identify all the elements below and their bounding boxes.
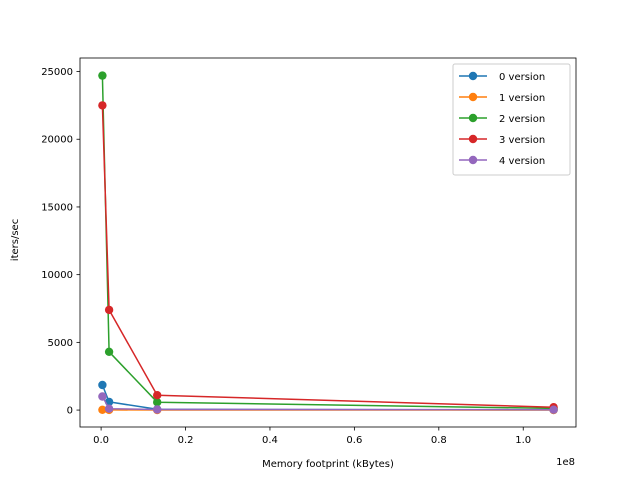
legend-swatch-marker (468, 113, 478, 123)
series-4-point (549, 405, 558, 414)
series-2-point (98, 71, 107, 80)
legend-label: 1 version (499, 93, 545, 104)
series-3-point (104, 305, 114, 315)
legend-swatch-marker (468, 71, 478, 81)
y-tick-label: 0 (67, 406, 73, 417)
legend-box (452, 63, 571, 176)
y-tick-label: 15000 (41, 202, 73, 213)
y-tick-label: 25000 (41, 67, 73, 78)
y-tick-label: 20000 (41, 135, 73, 146)
x-tick-label: 0.2 (178, 435, 194, 446)
legend: 0 version 1 version 2 version 3 version 4 ve… (452, 63, 571, 176)
x-axis-label: Memory footprint (kBytes) (262, 459, 394, 470)
x-tick-label: 0.0 (93, 435, 109, 446)
series-0-point (98, 380, 107, 390)
series-2-point (153, 398, 162, 407)
x-tick-label: 0.4 (262, 435, 278, 446)
series-3-point (153, 391, 162, 400)
y-tick-label: 10000 (41, 270, 73, 281)
y-axis-label: iters/sec (10, 219, 21, 261)
x-tick-label: 0.6 (346, 435, 362, 446)
legend-swatch-marker (468, 92, 478, 102)
legend-label: 2 version (499, 114, 545, 125)
legend-swatch-marker (468, 134, 478, 144)
axes-frame (79, 57, 577, 428)
series-1-point (98, 405, 107, 414)
x-tick-label: 0.8 (431, 435, 447, 446)
axes: 0.0 0.2 0.4 0.6 0.8 1.0 0 5000 10000 15000 20000 25… (41, 57, 577, 446)
series-4-point (153, 405, 162, 414)
series-3-point (98, 101, 107, 110)
series-line-3 (101, 105, 554, 408)
plot-area (98, 71, 558, 415)
y-tick-label: 5000 (48, 338, 73, 349)
legend-label: 3 version (499, 135, 545, 146)
legend-swatch-marker (468, 155, 478, 165)
legend-label: 4 version (499, 156, 545, 167)
series-4-point (104, 404, 114, 413)
legend-label: 0 version (499, 72, 545, 83)
series-4-point (98, 392, 107, 401)
series-line-4 (101, 396, 554, 411)
series-2-point (104, 347, 114, 356)
x-axis-offset-label: 1e8 (556, 457, 575, 468)
x-tick-label: 1.0 (515, 435, 531, 446)
